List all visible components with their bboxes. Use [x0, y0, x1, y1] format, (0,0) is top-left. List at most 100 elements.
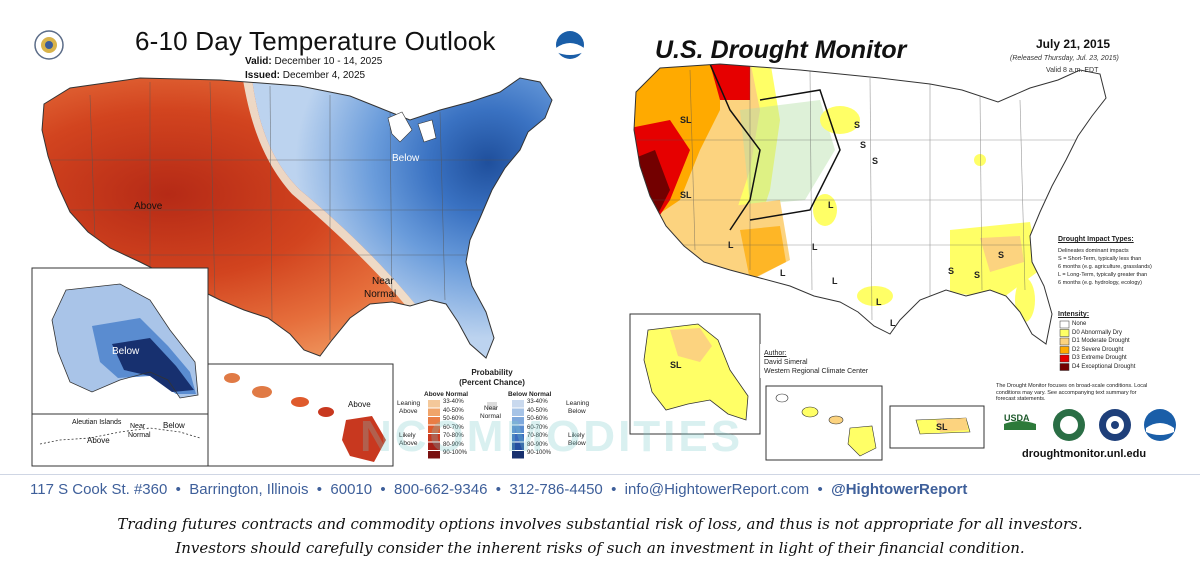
- intensity-label: D0 Abnormally Dry: [1072, 329, 1123, 336]
- legend-below-swatch: [512, 408, 524, 416]
- legend-below-range: 50-60%: [527, 416, 548, 422]
- valid-value: December 10 - 14, 2025: [274, 56, 383, 67]
- impact-line: 6 months (e.g. hydrology, ecology): [1058, 280, 1142, 286]
- intensity-swatch: [1059, 363, 1070, 371]
- legend-leaning-below-2: Below: [568, 408, 586, 415]
- intensity-label: D1 Moderate Drought: [1072, 338, 1130, 344]
- contact-line: 117 S Cook St. #360 • Barrington, Illino…: [30, 481, 967, 498]
- dm-impact-label: L: [812, 242, 818, 252]
- dm-impact-label: S: [948, 266, 955, 276]
- drought-monitor-map: [629, 63, 1176, 461]
- legend-above-range: 60-70%: [443, 424, 464, 431]
- temperature-outlook-title: 6-10 Day Temperature Outlook: [135, 26, 496, 56]
- legend-above-swatch: [428, 425, 440, 433]
- alaska-inset: [31, 267, 209, 415]
- temperature-outlook-dates: Valid: December 10 - 14, 2025 Issued: De…: [245, 55, 382, 83]
- probability-legend: [428, 400, 524, 459]
- legend-likely-above-1: Likely: [399, 432, 416, 439]
- noaa-logo: [556, 31, 584, 59]
- usda-logo: [1002, 410, 1038, 432]
- dm-puerto-rico-inset: [889, 405, 985, 449]
- usda-logo-text: USDA: [1004, 413, 1030, 423]
- dm-impact-label: S: [872, 156, 879, 166]
- dm-hawaii-inset: [765, 385, 883, 461]
- legend-above-swatch: [428, 442, 440, 450]
- legend-above-swatch: [428, 434, 440, 442]
- legend-above-range: 40-50%: [443, 407, 464, 414]
- disclaimer-line-1: Trading futures contracts and commodity …: [117, 515, 1083, 533]
- legend-below-swatch: [512, 425, 524, 433]
- intensity-swatch: [1059, 354, 1070, 363]
- valid-label: Valid:: [245, 56, 272, 67]
- label-aleutians-near: Near: [130, 423, 146, 430]
- label-aleutians-normal: Normal: [128, 432, 151, 439]
- dm-impact-label: L: [828, 200, 834, 210]
- legend-below-header: Below Normal: [508, 391, 552, 398]
- label-above: Above: [134, 201, 163, 212]
- legend-leaning-above-1: Leaning: [397, 400, 421, 407]
- disclaimer: Trading futures contracts and commodity …: [0, 512, 1200, 560]
- intensity-label: None: [1072, 321, 1087, 327]
- dm-impact-label: SL: [680, 115, 692, 125]
- legend-near-swatch: [487, 402, 497, 409]
- legend-leaning-below-1: Leaning: [566, 400, 590, 407]
- label-normal: Normal: [364, 289, 397, 300]
- label-alaska-below: Below: [112, 346, 140, 357]
- legend-below-range: 70-80%: [527, 433, 548, 439]
- legend-below-range: 33-40%: [527, 399, 548, 405]
- dm-alaska-inset: [629, 313, 761, 435]
- intensity-swatch: [1059, 320, 1070, 329]
- label-aleutians-above: Above: [87, 436, 110, 445]
- doc-seal-logo: [1099, 409, 1131, 441]
- legend-above-header: Above Normal: [424, 391, 469, 398]
- intensity-legend: [1059, 320, 1070, 371]
- label-aleutians-header: Aleutian Islands: [72, 419, 122, 426]
- temperature-outlook-map: [31, 30, 584, 467]
- legend-above-range: 50-60%: [443, 416, 464, 422]
- dm-impact-label: L: [780, 268, 786, 278]
- legend-below-range: 60-70%: [527, 424, 548, 431]
- legend-below-range: 80-90%: [527, 441, 548, 448]
- legend-title-1: Probability: [471, 368, 513, 377]
- dm-impact-label: SL: [670, 360, 682, 370]
- legend-likely-above-2: Above: [399, 440, 418, 447]
- disclaimer-line-2: Investors should carefully consider the …: [175, 539, 1025, 557]
- dm-impact-label: S: [998, 250, 1005, 260]
- label-below: Below: [392, 153, 420, 164]
- intensity-labels: None D0 Abnormally Dry D1 Moderate Drought…: [1072, 320, 1200, 371]
- drought-monitor-note: The Drought Monitor focuses on broad-sca…: [996, 383, 1148, 402]
- legend-above-range: 90-100%: [443, 450, 468, 456]
- twitter-handle[interactable]: @HightowerReport: [831, 481, 968, 498]
- temperature-outlook-panel: 6-10 Day Temperature Outlook Valid: Dece…: [0, 0, 600, 470]
- label-hawaii-above: Above: [348, 400, 371, 409]
- impact-line: S = Short-Term, typically less than: [1058, 256, 1142, 262]
- watermark: NCOMMODITIES: [360, 412, 744, 461]
- label-aleutians-below: Below: [163, 421, 185, 430]
- intensity-label: D2 Severe Drought: [1072, 346, 1124, 353]
- author-name: David Simeral: [764, 359, 808, 366]
- hawaii-inset: [207, 363, 394, 467]
- ndmc-logo: [1053, 409, 1085, 441]
- intensity-swatch: [1059, 337, 1070, 346]
- legend-below-swatch: [512, 434, 524, 442]
- intensity-label: D3 Extreme Drought: [1072, 355, 1127, 361]
- dm-impact-label: L: [728, 240, 734, 250]
- legend-above-swatch: [428, 451, 440, 459]
- dm-impact-label: S: [860, 140, 867, 150]
- dm-impact-label: L: [832, 276, 838, 286]
- legend-below-range: 90-100%: [527, 450, 552, 456]
- legend-above-swatch: [428, 408, 440, 416]
- drought-monitor-site: droughtmonitor.unl.edu: [1022, 448, 1147, 460]
- legend-above-range: 33-40%: [443, 399, 464, 405]
- intensity-swatch: [1059, 329, 1070, 337]
- impact-types-title: Drought Impact Types:: [1058, 236, 1134, 243]
- contact-info: 117 S Cook St. #360 • Barrington, Illino…: [30, 481, 832, 498]
- legend-near-1: Near: [484, 405, 499, 412]
- legend-above-range: 80-90%: [443, 441, 464, 448]
- impact-line: 6 months (e.g. agriculture, grasslands): [1058, 264, 1152, 270]
- drought-monitor-released: (Released Thursday, Jul. 23, 2015): [1010, 55, 1119, 62]
- legend-below-swatch: [512, 451, 524, 459]
- dm-impact-label: SL: [936, 422, 948, 432]
- aleutian-islands-inset: [31, 413, 209, 467]
- dm-impact-label: L: [890, 318, 896, 328]
